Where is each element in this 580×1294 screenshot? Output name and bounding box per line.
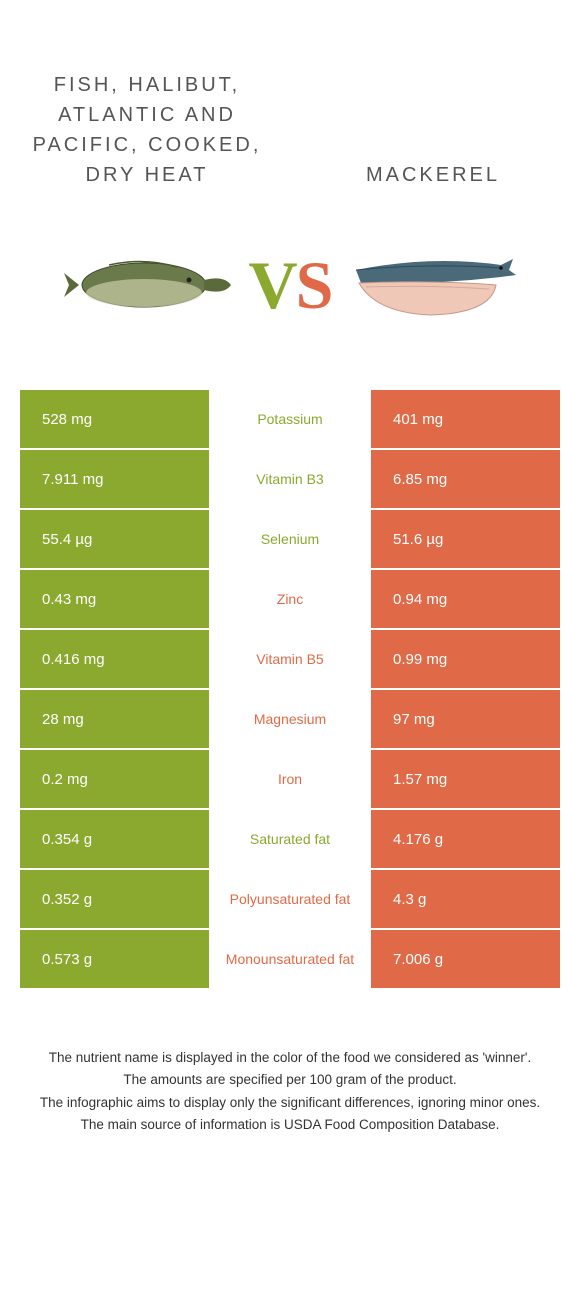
nutrient-left-value: 0.2 mg xyxy=(20,750,209,808)
nutrient-left-value: 0.573 g xyxy=(20,930,209,988)
table-row: 7.911 mgVitamin B36.85 mg xyxy=(20,450,560,508)
vs-row: VS xyxy=(0,200,580,370)
nutrient-name: Monounsaturated fat xyxy=(209,930,371,988)
nutrient-name: Magnesium xyxy=(209,690,371,748)
nutrient-name: Polyunsaturated fat xyxy=(209,870,371,928)
footer-notes: The nutrient name is displayed in the co… xyxy=(0,1048,580,1135)
footer-line-3: The infographic aims to display only the… xyxy=(20,1093,560,1113)
vs-s: S xyxy=(296,247,332,323)
nutrient-right-value: 51.6 µg xyxy=(371,510,560,568)
nutrient-right-value: 1.57 mg xyxy=(371,750,560,808)
table-row: 28 mgMagnesium97 mg xyxy=(20,690,560,748)
nutrient-left-value: 0.352 g xyxy=(20,870,209,928)
nutrient-left-value: 0.43 mg xyxy=(20,570,209,628)
nutrient-name: Iron xyxy=(209,750,371,808)
table-row: 528 mgPotassium401 mg xyxy=(20,390,560,448)
nutrient-name: Vitamin B5 xyxy=(209,630,371,688)
nutrient-right-value: 97 mg xyxy=(371,690,560,748)
nutrient-left-value: 0.354 g xyxy=(20,810,209,868)
nutrient-right-value: 6.85 mg xyxy=(371,450,560,508)
nutrient-name: Selenium xyxy=(209,510,371,568)
nutrient-name: Potassium xyxy=(209,390,371,448)
table-row: 0.354 gSaturated fat4.176 g xyxy=(20,810,560,868)
table-row: 0.2 mgIron1.57 mg xyxy=(20,750,560,808)
food-left-title: Fish, Halibut, Atlantic and Pacific, coo… xyxy=(30,70,264,190)
header: Fish, Halibut, Atlantic and Pacific, coo… xyxy=(0,0,580,200)
nutrient-name: Vitamin B3 xyxy=(209,450,371,508)
vs-v: V xyxy=(249,247,296,323)
nutrient-left-value: 55.4 µg xyxy=(20,510,209,568)
table-row: 55.4 µgSelenium51.6 µg xyxy=(20,510,560,568)
nutrient-left-value: 0.416 mg xyxy=(20,630,209,688)
nutrient-right-value: 7.006 g xyxy=(371,930,560,988)
footer-line-4: The main source of information is USDA F… xyxy=(20,1115,560,1135)
footer-line-2: The amounts are specified per 100 gram o… xyxy=(20,1070,560,1090)
table-row: 0.43 mgZinc0.94 mg xyxy=(20,570,560,628)
table-row: 0.573 gMonounsaturated fat7.006 g xyxy=(20,930,560,988)
vs-label: VS xyxy=(249,246,332,325)
nutrient-right-value: 4.176 g xyxy=(371,810,560,868)
food-left-image xyxy=(59,235,239,335)
table-row: 0.416 mgVitamin B50.99 mg xyxy=(20,630,560,688)
nutrient-left-value: 7.911 mg xyxy=(20,450,209,508)
food-right-title: Mackerel xyxy=(316,160,550,190)
nutrient-right-value: 4.3 g xyxy=(371,870,560,928)
footer-line-1: The nutrient name is displayed in the co… xyxy=(20,1048,560,1068)
nutrient-right-value: 0.94 mg xyxy=(371,570,560,628)
food-right-image xyxy=(341,235,521,335)
nutrient-name: Zinc xyxy=(209,570,371,628)
nutrient-name: Saturated fat xyxy=(209,810,371,868)
nutrient-left-value: 528 mg xyxy=(20,390,209,448)
table-row: 0.352 gPolyunsaturated fat4.3 g xyxy=(20,870,560,928)
nutrient-table: 528 mgPotassium401 mg7.911 mgVitamin B36… xyxy=(20,390,560,988)
nutrient-left-value: 28 mg xyxy=(20,690,209,748)
nutrient-right-value: 401 mg xyxy=(371,390,560,448)
nutrient-right-value: 0.99 mg xyxy=(371,630,560,688)
